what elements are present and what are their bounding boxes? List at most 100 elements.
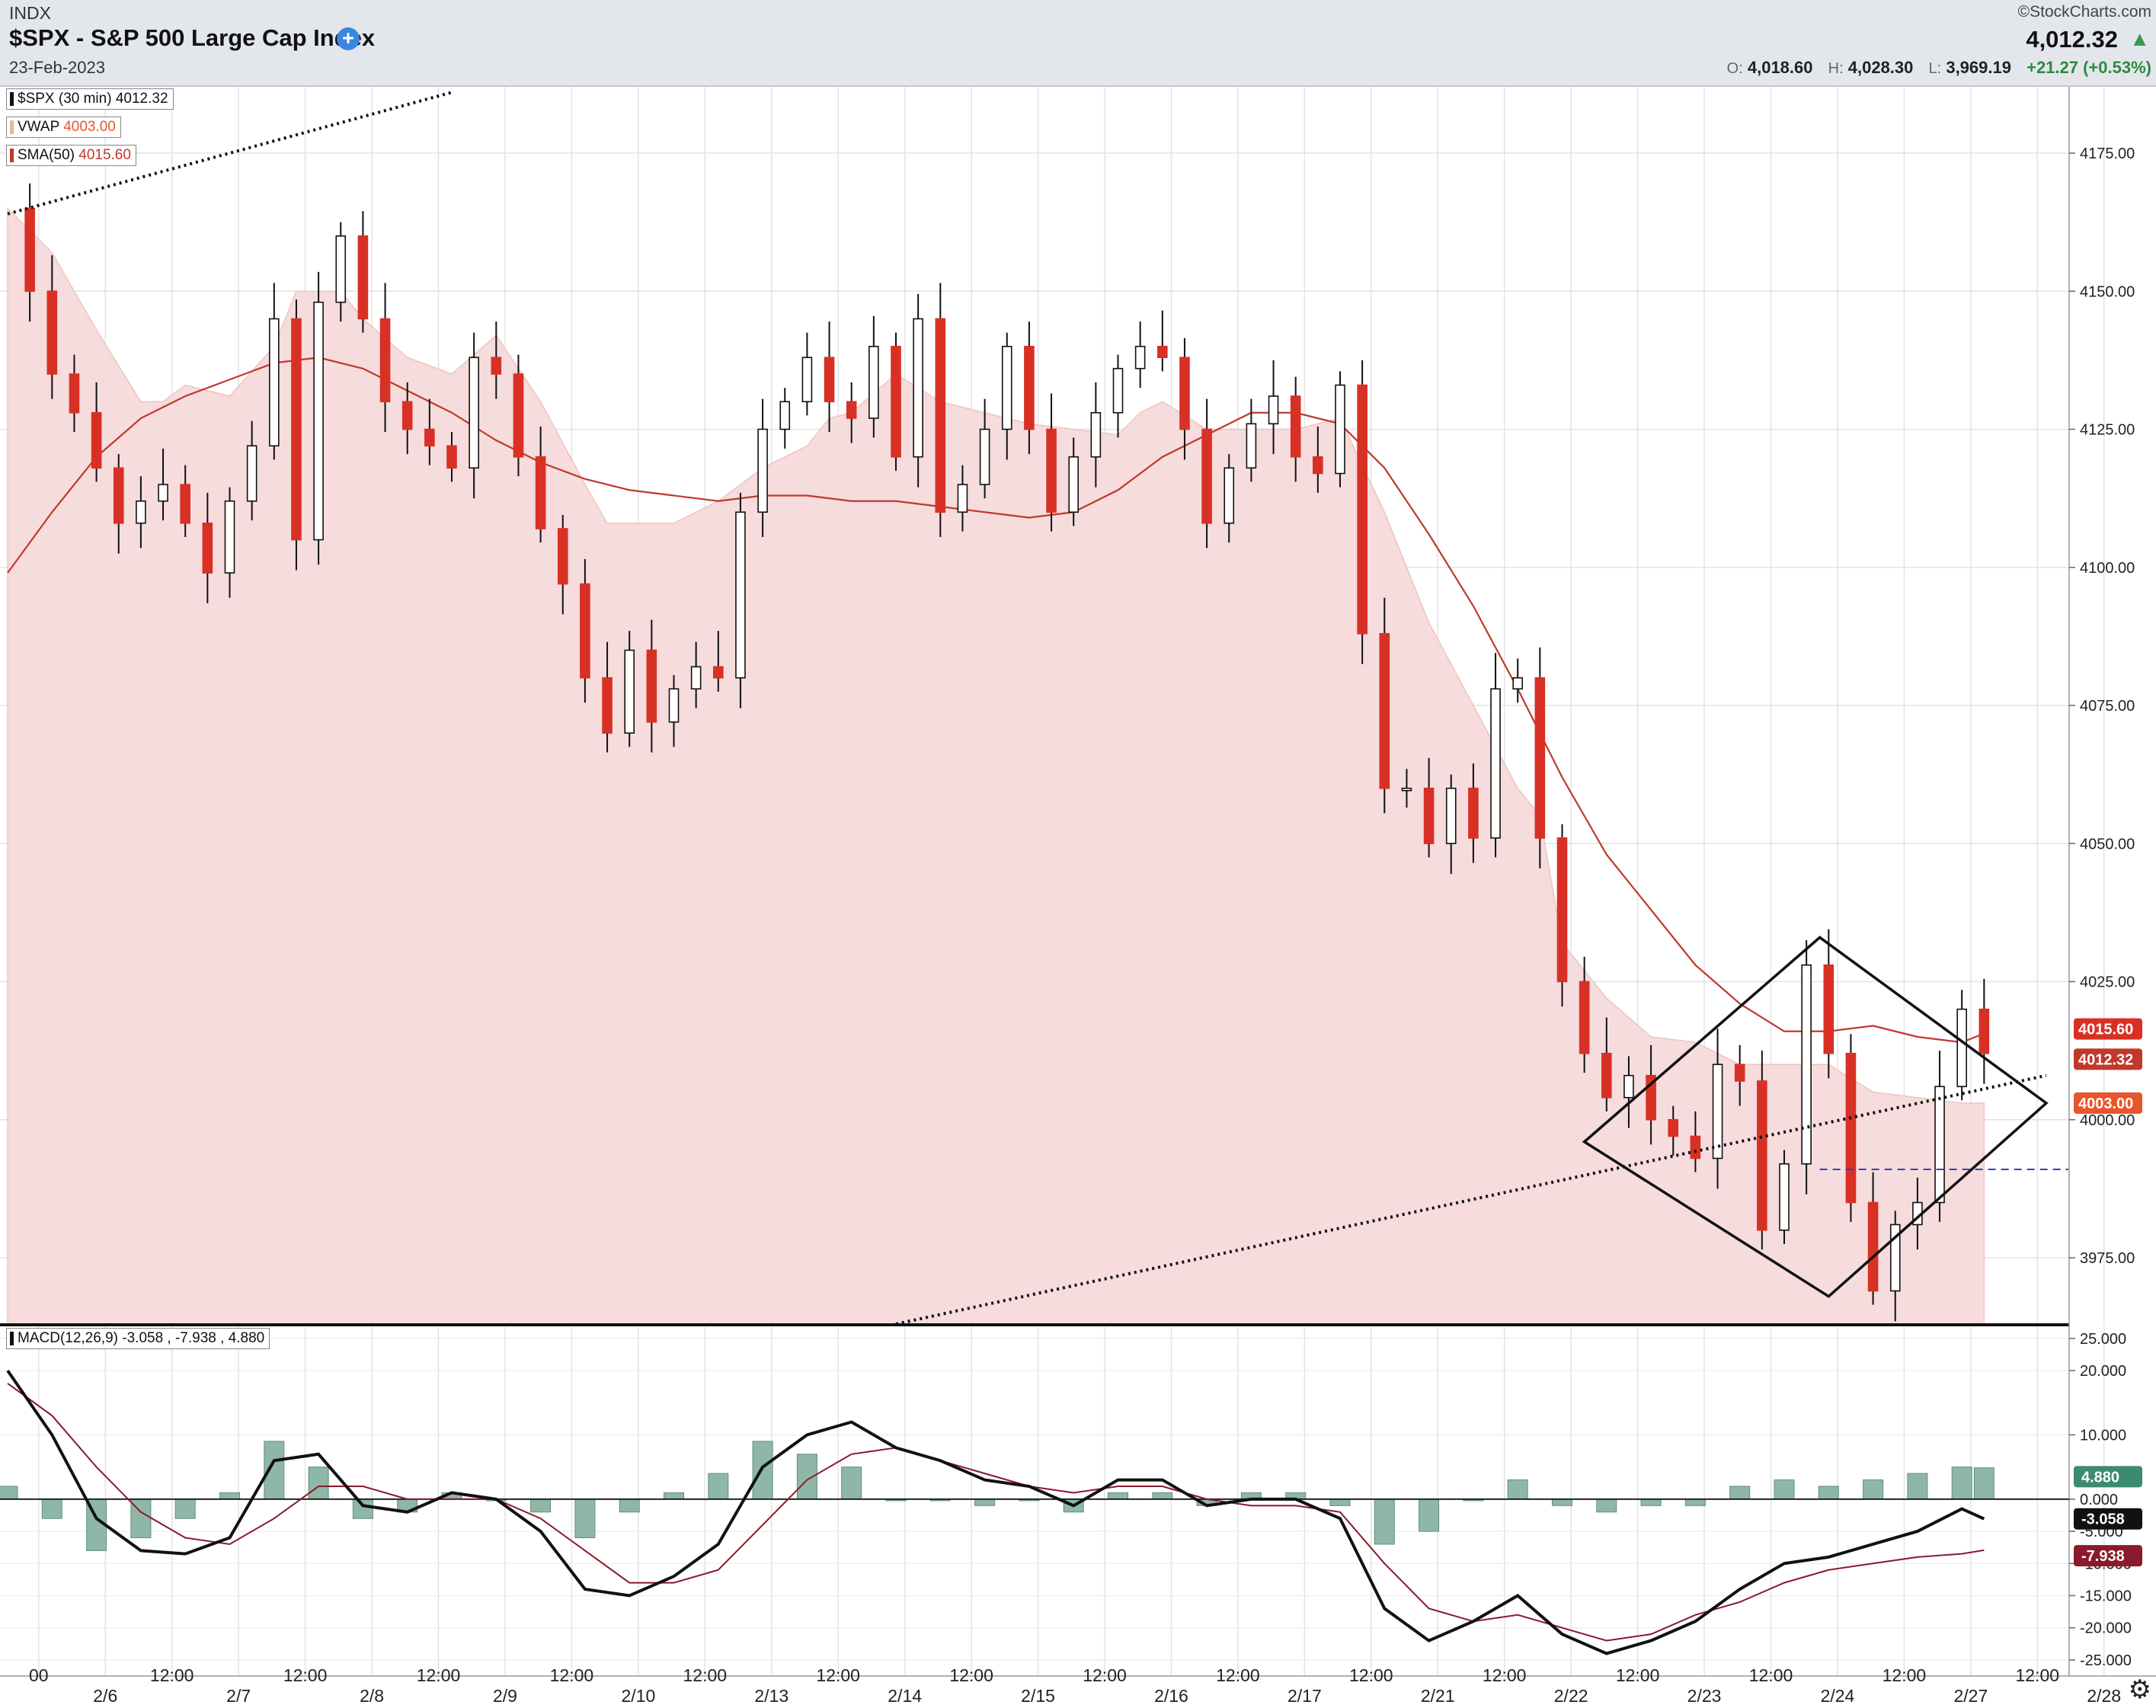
macd-histogram-bar — [1907, 1473, 1928, 1500]
macd-histogram-bar — [1640, 1498, 1662, 1506]
y-tick-label: 4100.00 — [2080, 560, 2135, 577]
sma-price-badge: 4015.60 — [2078, 1022, 2133, 1038]
macd-y-tick-label: 20.000 — [2080, 1363, 2126, 1380]
y-tick-label: 3975.00 — [2080, 1250, 2135, 1267]
candle-body — [513, 373, 524, 458]
y-tick-label: 4075.00 — [2080, 698, 2135, 715]
macd-histogram-bar — [664, 1492, 684, 1500]
x-tick-label-time: 12:00 — [150, 1665, 194, 1685]
legend-price[interactable]: $SPX (30 min) 4012.32 — [6, 88, 174, 110]
x-tick-label-time: 12:00 — [283, 1665, 328, 1685]
vwap-band-area — [7, 206, 1985, 1325]
macd-histogram-bar — [530, 1498, 552, 1513]
x-tick-label-time: 12:00 — [949, 1665, 993, 1685]
x-tick-label-time: 12:00 — [550, 1665, 594, 1685]
candle-body — [891, 345, 901, 458]
candle-body — [1690, 1135, 1701, 1159]
candle-body — [1801, 964, 1812, 1165]
candle-body — [1024, 345, 1035, 430]
macd-value-badge-bg — [2074, 1508, 2142, 1530]
last-price: 4,012.32 — [2026, 26, 2118, 53]
legend-price-swatch — [10, 92, 14, 106]
y-tick-label: 4150.00 — [2080, 283, 2135, 300]
candle-body — [1313, 456, 1323, 475]
vwap-price-badge-bg — [2074, 1092, 2142, 1114]
macd-histogram-bar — [574, 1498, 596, 1539]
candle-body — [1224, 467, 1235, 524]
macd-y-tick-label: 0.000 — [2080, 1492, 2118, 1508]
macd-value-badge: -3.058 — [2081, 1511, 2125, 1528]
macd-signal-badge: -7.938 — [2081, 1548, 2125, 1565]
legend-sma-name: SMA(50) — [18, 147, 75, 163]
macd-histogram-bar — [1108, 1492, 1128, 1500]
diamond-pattern-outline — [1582, 936, 2049, 1298]
candle-body — [1046, 428, 1057, 513]
candle-body — [1623, 1074, 1634, 1099]
candle-body — [446, 445, 457, 469]
macd-y-tick-label: -25.000 — [2080, 1652, 2132, 1669]
candle-body — [246, 445, 258, 502]
candle-body — [335, 235, 347, 303]
candle-body — [401, 401, 413, 430]
legend-sma[interactable]: SMA(50) 4015.60 — [6, 145, 136, 166]
legend-vwap-value: 4003.00 — [63, 119, 116, 135]
candle-body — [113, 467, 124, 524]
legend-vwap[interactable]: VWAP 4003.00 — [6, 117, 121, 138]
x-tick-label-date: 2/6 — [93, 1686, 117, 1706]
macd-histogram-bar — [841, 1467, 862, 1500]
candle-body — [1134, 345, 1146, 369]
candle-body — [535, 456, 546, 529]
sma50-line — [7, 357, 1985, 1044]
x-tick-label-time: 12:00 — [1216, 1665, 1260, 1685]
candle-body — [1112, 367, 1124, 414]
add-symbol-plus-icon[interactable]: + — [337, 27, 360, 50]
x-tick-label-time: 12:00 — [1083, 1665, 1127, 1685]
x-tick-label-time: 12:00 — [1349, 1665, 1393, 1685]
macd-histogram-bar — [619, 1498, 640, 1513]
macd-histogram-bar — [1152, 1492, 1173, 1500]
candle-body — [202, 522, 213, 574]
candle-body — [69, 373, 80, 414]
candle-body — [824, 357, 835, 403]
legend-macd[interactable]: MACD(12,26,9) -3.058 , -7.938 , 4.880 — [6, 1328, 270, 1349]
candle-body — [491, 357, 502, 375]
candle-body — [1734, 1064, 1745, 1082]
candle-body — [1468, 787, 1479, 839]
macd-histogram-bar — [1973, 1467, 1994, 1500]
candle-body — [1712, 1064, 1723, 1159]
high-label: H: — [1828, 60, 1844, 77]
candle-body — [313, 301, 324, 541]
x-tick-label-date: 2/7 — [226, 1686, 251, 1706]
x-tick-label-time: 12:00 — [1883, 1665, 1927, 1685]
macd-histogram-bar — [1552, 1498, 1572, 1506]
candle-body — [1268, 395, 1279, 425]
macd-histogram-bar — [974, 1498, 996, 1506]
x-tick-label-date: 2/22 — [1554, 1686, 1588, 1706]
macd-histogram-bar — [0, 1486, 18, 1500]
y-tick-label: 4050.00 — [2080, 836, 2135, 852]
x-tick-label-date: 2/15 — [1021, 1686, 1055, 1706]
candle-body — [1867, 1201, 1879, 1292]
macd-hist-badge-bg — [2074, 1466, 2142, 1488]
candle-body — [557, 528, 568, 585]
settings-gear-icon[interactable]: ⚙ — [2128, 1675, 2151, 1704]
candle-body — [1556, 837, 1568, 983]
macd-line — [6, 1369, 1985, 1655]
legend-macd-swatch — [10, 1332, 14, 1345]
candle-body — [268, 318, 280, 447]
chart-title[interactable]: $SPX - S&P 500 Large Cap Index — [9, 24, 376, 51]
exchange-label: INDX — [9, 3, 51, 23]
copyright-label[interactable]: ©StockCharts.com — [2017, 3, 2151, 21]
candle-body — [735, 511, 746, 679]
candle-body — [357, 235, 369, 320]
candle-body — [1601, 1052, 1612, 1099]
candle-body — [1445, 787, 1457, 845]
last-price-badge: 4012.32 — [2078, 1051, 2133, 1068]
candle-body — [469, 357, 479, 469]
candle-body — [1157, 345, 1168, 359]
y-tick-label: 4025.00 — [2080, 974, 2135, 991]
y-tick-label: 4000.00 — [2080, 1112, 2135, 1129]
x-tick-label-time: 12:00 — [1483, 1665, 1527, 1685]
macd-histogram-bar — [308, 1467, 329, 1500]
